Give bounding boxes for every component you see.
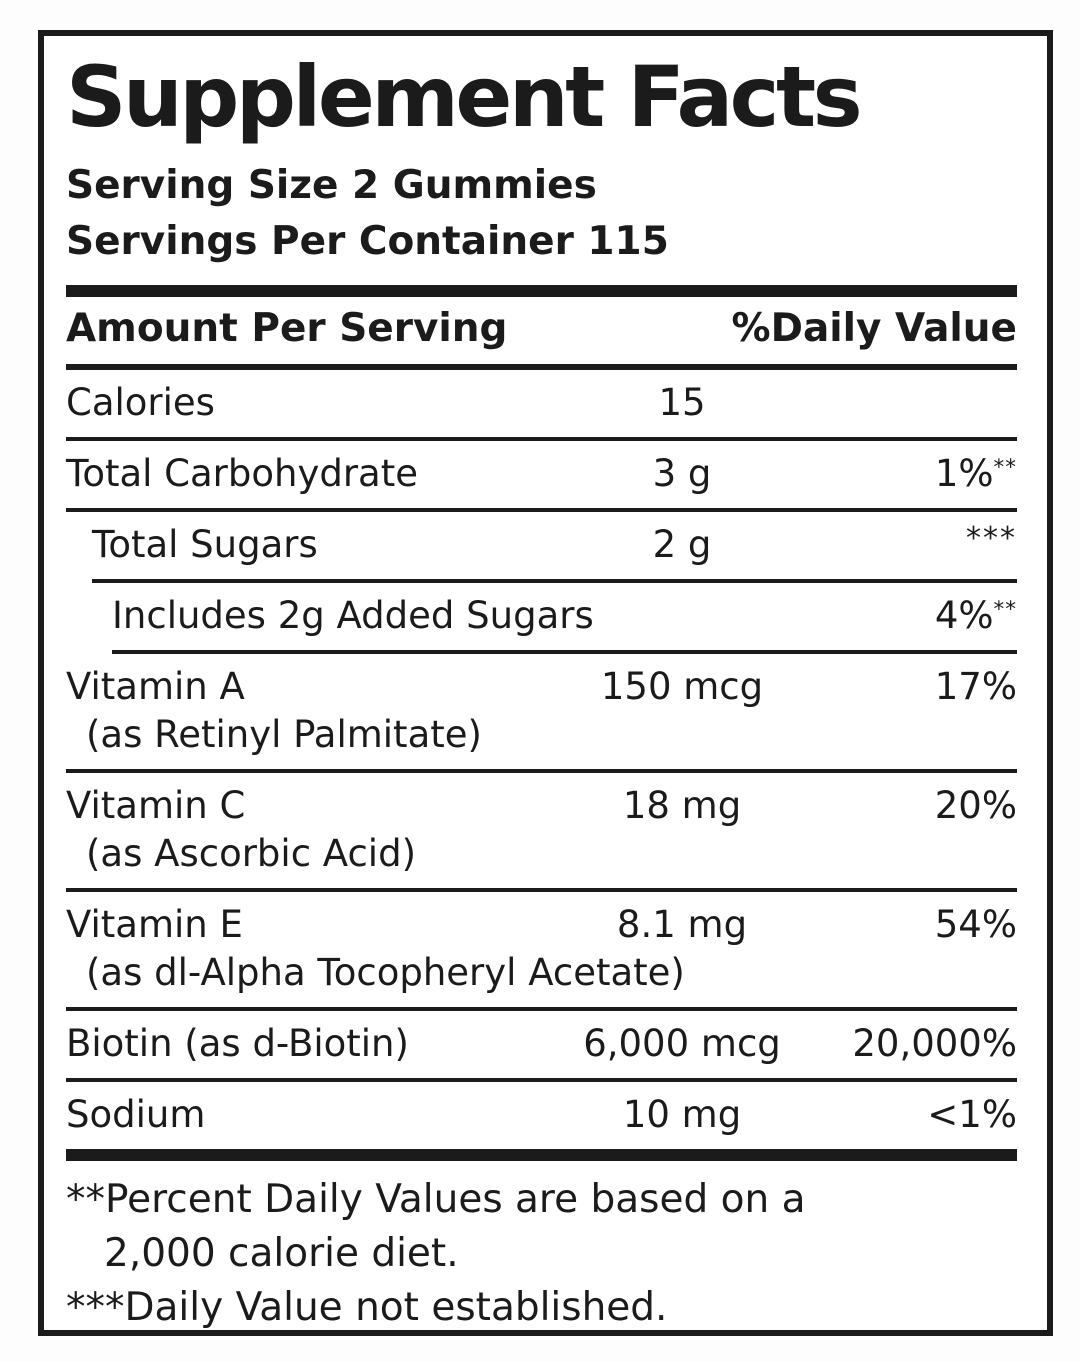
nutrient-row-main: Total Carbohydrate 3 g 1%** [66, 441, 1017, 508]
nutrient-label: Total Sugars [92, 523, 318, 567]
nutrient-label: Vitamin C [66, 784, 246, 828]
footnote-line: 2,000 calorie diet. [104, 1231, 459, 1277]
nutrient-row: Total Carbohydrate 3 g 1%** [66, 441, 1017, 508]
nutrient-label: Includes 2g Added Sugars [112, 594, 594, 638]
bottom-thick-bar [66, 1149, 1017, 1162]
serving-size-line: Serving Size 2 Gummies [66, 162, 597, 208]
nutrient-amount: 10 mg [622, 1093, 742, 1137]
nutrient-amount: 15 [658, 381, 706, 425]
nutrient-row: Vitamin E 8.1 mg 54% (as dl-Alpha Tocoph… [66, 892, 1017, 1007]
footnote-line: **Percent Daily Values are based on a [66, 1177, 806, 1223]
nutrient-label: Vitamin E [66, 903, 243, 947]
nutrient-daily-value: 17% [934, 665, 1017, 709]
servings-per-container-line: Servings Per Container 115 [66, 218, 669, 264]
nutrient-daily-value: *** [966, 521, 1017, 557]
nutrient-label: Biotin (as d-Biotin) [66, 1022, 409, 1066]
daily-value-asterisks: ** [993, 597, 1017, 623]
nutrient-row: Includes 2g Added Sugars 4%** [66, 583, 1017, 650]
nutrient-label: Total Carbohydrate [66, 452, 419, 496]
nutrient-amount: 8.1 mg [616, 903, 748, 947]
row-separator [66, 769, 1017, 774]
nutrient-row: Sodium 10 mg <1% [66, 1082, 1017, 1149]
daily-value-asterisks: ** [993, 455, 1017, 481]
nutrient-row-main: Vitamin A 150 mcg 17% [66, 654, 1017, 721]
footnote-line: ***Daily Value not established. [66, 1284, 668, 1330]
nutrient-row-main: Calories 15 [66, 370, 1017, 437]
nutrient-daily-value: 1%** [934, 452, 1017, 496]
row-separator [66, 508, 1017, 513]
nutrient-row: Total Sugars 2 g *** [66, 512, 1017, 579]
nutrient-row-main: Vitamin C 18 mg 20% [66, 773, 1017, 840]
footnotes: **Percent Daily Values are based on a 2,0… [66, 1161, 1017, 1330]
row-separator [66, 1007, 1017, 1012]
nutrient-source: (as dl-Alpha Tocopheryl Acetate) [86, 951, 685, 995]
nutrient-amount: 18 mg [622, 784, 742, 828]
nutrient-amount: 6,000 mcg [583, 1022, 781, 1066]
nutrient-amount: 2 g [652, 523, 712, 567]
nutrient-label: Sodium [66, 1093, 206, 1137]
supplement-facts-panel: Supplement Facts Serving Size 2 Gummies … [38, 30, 1053, 1336]
nutrient-row-main: Sodium 10 mg <1% [66, 1082, 1017, 1149]
nutrient-row: Calories 15 [66, 370, 1017, 437]
column-header-row: Amount Per Serving %Daily Value [66, 297, 1017, 371]
nutrient-label: Calories [66, 381, 215, 425]
nutrient-amount: 3 g [652, 452, 712, 496]
row-separator [66, 437, 1017, 442]
nutrient-label: Vitamin A [66, 665, 245, 709]
nutrient-daily-value: 20% [934, 784, 1017, 828]
row-separator [112, 650, 1017, 655]
serving-info: Serving Size 2 Gummies Servings Per Cont… [66, 158, 1017, 270]
row-separator [92, 579, 1017, 584]
top-thick-bar [66, 285, 1017, 298]
nutrient-row-main: Includes 2g Added Sugars 4%** [66, 583, 1017, 650]
facts-rows: Calories 15 Total Carbohydrate 3 g 1%** … [66, 370, 1017, 1149]
amount-per-serving-header: Amount Per Serving [66, 306, 508, 352]
nutrient-row-main: Biotin (as d-Biotin) 6,000 mcg 20,000% [66, 1011, 1017, 1078]
nutrient-row: Vitamin C 18 mg 20% (as Ascorbic Acid) [66, 773, 1017, 888]
nutrient-row: Vitamin A 150 mcg 17% (as Retinyl Palmit… [66, 654, 1017, 769]
nutrient-daily-value: 54% [934, 903, 1017, 947]
nutrient-row: Biotin (as d-Biotin) 6,000 mcg 20,000% [66, 1011, 1017, 1078]
nutrient-daily-value: 4%** [934, 594, 1017, 638]
daily-value-header: %Daily Value [731, 306, 1017, 352]
row-separator [66, 888, 1017, 893]
nutrient-source: (as Retinyl Palmitate) [86, 713, 482, 757]
row-separator [66, 1078, 1017, 1083]
nutrient-row-main: Total Sugars 2 g *** [66, 512, 1017, 579]
nutrient-source: (as Ascorbic Acid) [86, 832, 417, 876]
nutrient-daily-value: <1% [927, 1093, 1017, 1137]
panel-title: Supplement Facts [66, 48, 863, 146]
nutrient-daily-value: 20,000% [852, 1022, 1017, 1066]
nutrient-amount: 150 mcg [600, 665, 764, 709]
nutrient-row-main: Vitamin E 8.1 mg 54% [66, 892, 1017, 959]
